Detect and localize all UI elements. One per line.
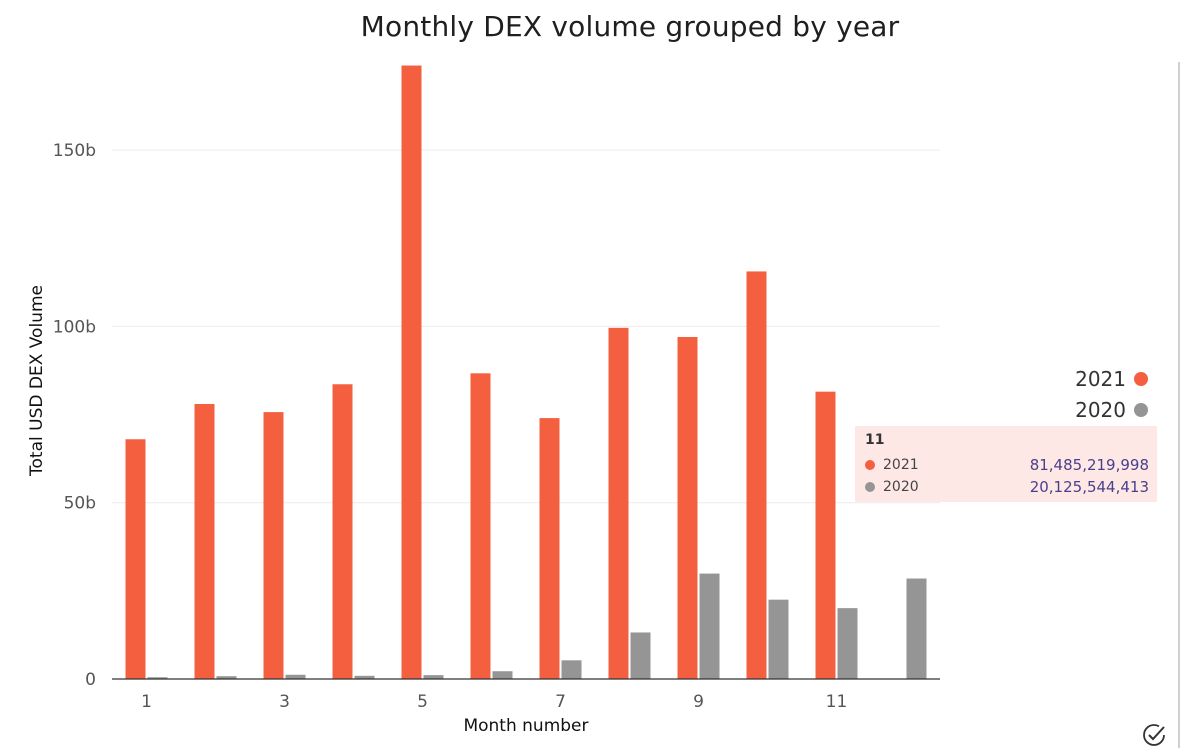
chart-title: Monthly DEX volume grouped by year — [360, 10, 900, 43]
bar-2020-month-9[interactable] — [699, 573, 720, 679]
bar-2020-month-10[interactable] — [768, 599, 789, 679]
y-axis-title: Total USD DEX Volume — [27, 285, 47, 477]
y-tick-label: 100b — [53, 317, 96, 337]
bar-2020-month-7[interactable] — [561, 660, 582, 679]
check-circle-icon[interactable] — [1141, 722, 1167, 748]
tooltip-title: 11 — [865, 432, 885, 448]
tooltip-series-name: 2021 — [883, 457, 919, 473]
legend-label-2021[interactable]: 2021 — [1075, 367, 1126, 391]
y-tick-label: 50b — [64, 494, 96, 514]
tooltip-dot-2020 — [865, 482, 875, 492]
bar-2021-month-3[interactable] — [263, 412, 284, 679]
bar-2020-month-12[interactable] — [906, 578, 927, 679]
bar-2021-month-11[interactable] — [815, 391, 836, 679]
bar-2020-month-4[interactable] — [354, 675, 375, 679]
bar-2020-month-3[interactable] — [285, 674, 306, 679]
y-tick-label: 150b — [53, 141, 96, 161]
x-tick-label: 5 — [417, 692, 428, 712]
bar-2021-month-8[interactable] — [608, 327, 629, 679]
bar-2021-month-1[interactable] — [125, 439, 146, 679]
bar-2021-month-9[interactable] — [677, 337, 698, 679]
legend-label-2020[interactable]: 2020 — [1075, 398, 1126, 422]
y-tick-label: 0 — [85, 670, 96, 690]
bar-2020-month-2[interactable] — [216, 676, 237, 679]
x-tick-label: 11 — [826, 692, 848, 712]
bar-2020-month-5[interactable] — [423, 675, 444, 679]
bar-2021-month-7[interactable] — [539, 418, 560, 679]
tooltip: 11 2021 81,485,219,998 2020 20,125,544,4… — [855, 426, 1157, 502]
x-tick-label: 7 — [555, 692, 566, 712]
legend-marker-2021[interactable] — [1134, 372, 1148, 386]
tooltip-series-value: 20,125,544,413 — [1029, 478, 1149, 496]
bar-2020-month-1[interactable] — [147, 677, 168, 679]
panel-divider — [1178, 62, 1180, 748]
x-tick-label: 1 — [141, 692, 152, 712]
tooltip-series-value: 81,485,219,998 — [1029, 456, 1149, 474]
tooltip-row-2020: 2020 20,125,544,413 — [865, 476, 1149, 498]
bar-2021-month-4[interactable] — [332, 384, 353, 679]
tooltip-dot-2021 — [865, 460, 875, 470]
legend-marker-2020[interactable] — [1134, 403, 1148, 417]
x-tick-label: 3 — [279, 692, 290, 712]
bar-2020-month-6[interactable] — [492, 671, 513, 679]
tooltip-series-name: 2020 — [883, 479, 919, 495]
tooltip-row-2021: 2021 81,485,219,998 — [865, 454, 1149, 476]
bar-2020-month-8[interactable] — [630, 632, 651, 679]
bar-2021-month-2[interactable] — [194, 403, 215, 679]
bar-2020-month-11[interactable] — [837, 608, 858, 679]
bar-2021-month-10[interactable] — [746, 271, 767, 679]
bar-2021-month-6[interactable] — [470, 373, 491, 679]
x-tick-label: 9 — [693, 692, 704, 712]
bar-2021-month-5[interactable] — [401, 65, 422, 680]
x-axis-title: Month number — [463, 716, 588, 736]
